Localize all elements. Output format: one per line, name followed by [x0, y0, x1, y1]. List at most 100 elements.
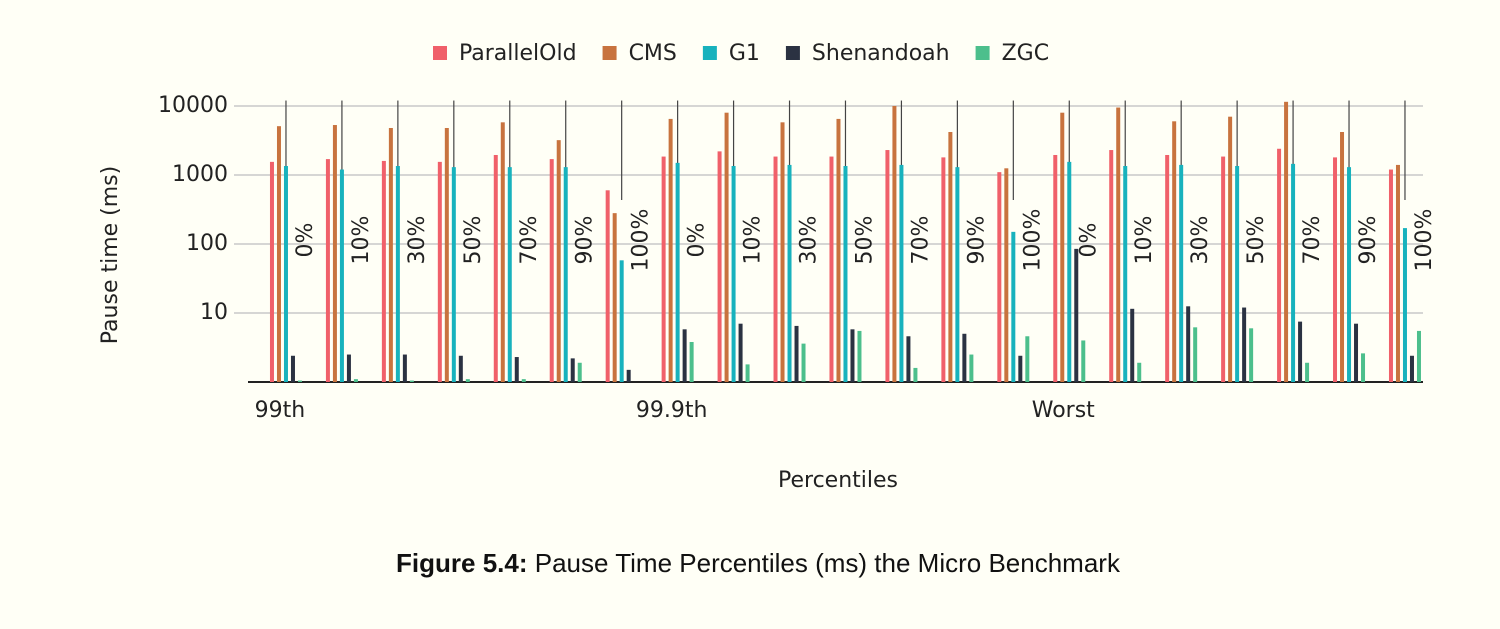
x-tick-label: 10% — [349, 216, 374, 265]
bar — [444, 127, 449, 382]
bar — [388, 127, 393, 382]
bar — [1298, 321, 1303, 382]
bar — [605, 190, 610, 382]
bar — [1409, 355, 1414, 382]
bar — [682, 329, 687, 382]
bar — [437, 161, 442, 382]
legend-swatch — [602, 46, 617, 60]
legend-label: ZGC — [1002, 41, 1049, 66]
bar — [332, 125, 337, 382]
bar — [913, 367, 918, 382]
bar — [892, 106, 897, 382]
bar — [570, 358, 575, 382]
bar — [941, 157, 946, 382]
caption-text: Pause Time Percentiles (ms) the Micro Be… — [534, 548, 1120, 578]
x-tick-label: 100% — [1412, 209, 1437, 272]
bar — [556, 140, 561, 382]
bar — [906, 336, 911, 382]
bar — [493, 154, 498, 382]
bar — [724, 112, 729, 382]
bar — [1130, 308, 1135, 382]
bar — [346, 354, 351, 382]
bar — [969, 354, 974, 382]
x-tick-label: 100% — [1020, 209, 1045, 272]
x-tick-label: 50% — [852, 216, 877, 265]
bar — [801, 343, 806, 382]
group-label: 99th — [255, 398, 306, 423]
bar — [1165, 154, 1170, 382]
bar — [717, 151, 722, 382]
bar — [465, 379, 470, 382]
bar — [1361, 353, 1366, 382]
bar — [1123, 166, 1128, 382]
bar — [1074, 248, 1079, 382]
bar — [1416, 330, 1421, 382]
y-tick-label: 10 — [200, 300, 228, 325]
bar — [675, 162, 680, 382]
bar — [836, 118, 841, 382]
bar — [1018, 355, 1023, 382]
bar — [997, 172, 1002, 382]
bar — [514, 357, 519, 382]
y-axis-label: Pause time (ms) — [98, 166, 123, 344]
bar — [1402, 228, 1407, 382]
bar — [668, 118, 673, 382]
bar — [1004, 168, 1009, 382]
bar — [1291, 163, 1296, 382]
x-tick-label: 70% — [908, 216, 933, 265]
bar — [1333, 157, 1338, 382]
bar — [745, 364, 750, 382]
bar — [787, 164, 792, 382]
bar — [689, 341, 694, 382]
bar — [1193, 327, 1198, 382]
x-tick-label: 30% — [797, 216, 822, 265]
y-tick-label: 10000 — [158, 93, 228, 118]
legend-label: G1 — [729, 41, 760, 66]
bar — [549, 159, 554, 382]
bar — [1081, 340, 1086, 382]
legend-label: Shenandoah — [812, 41, 950, 66]
bar — [353, 379, 358, 382]
bar — [1305, 362, 1310, 382]
legend-label: CMS — [629, 41, 677, 66]
bar — [773, 156, 778, 382]
x-tick-label: 50% — [1244, 216, 1269, 265]
bar — [780, 122, 785, 382]
bar — [948, 131, 953, 382]
bar — [1060, 112, 1065, 382]
bar — [626, 369, 631, 382]
bar — [290, 355, 295, 382]
x-tick-label: 90% — [573, 216, 598, 265]
x-tick-label: 10% — [741, 216, 766, 265]
bar — [325, 159, 330, 382]
bar — [1137, 362, 1142, 382]
bar — [577, 362, 582, 382]
bar — [1179, 164, 1184, 382]
bar — [297, 380, 302, 382]
bar — [458, 355, 463, 382]
x-axis-label: Percentiles — [778, 468, 898, 493]
bar — [381, 160, 386, 382]
bar — [1109, 150, 1114, 382]
bar — [1025, 336, 1030, 382]
bar — [829, 156, 834, 382]
x-tick-label: 100% — [629, 209, 654, 272]
caption-label: Figure 5.4: — [396, 548, 528, 578]
x-tick-label: 30% — [405, 216, 430, 265]
bar — [521, 379, 526, 382]
x-tick-label: 90% — [1356, 216, 1381, 265]
bar — [1235, 166, 1240, 382]
bar — [395, 166, 400, 382]
bar — [661, 156, 666, 382]
caption: Figure 5.4: Pause Time Percentiles (ms) … — [0, 548, 1500, 579]
x-tick-label: 70% — [1300, 216, 1325, 265]
bar — [339, 169, 344, 382]
bar — [409, 380, 414, 382]
bar — [850, 329, 855, 382]
bar — [563, 167, 568, 382]
bar — [1242, 307, 1247, 382]
legend-swatch — [785, 46, 800, 60]
bar — [1011, 231, 1016, 382]
bar — [1284, 101, 1289, 382]
